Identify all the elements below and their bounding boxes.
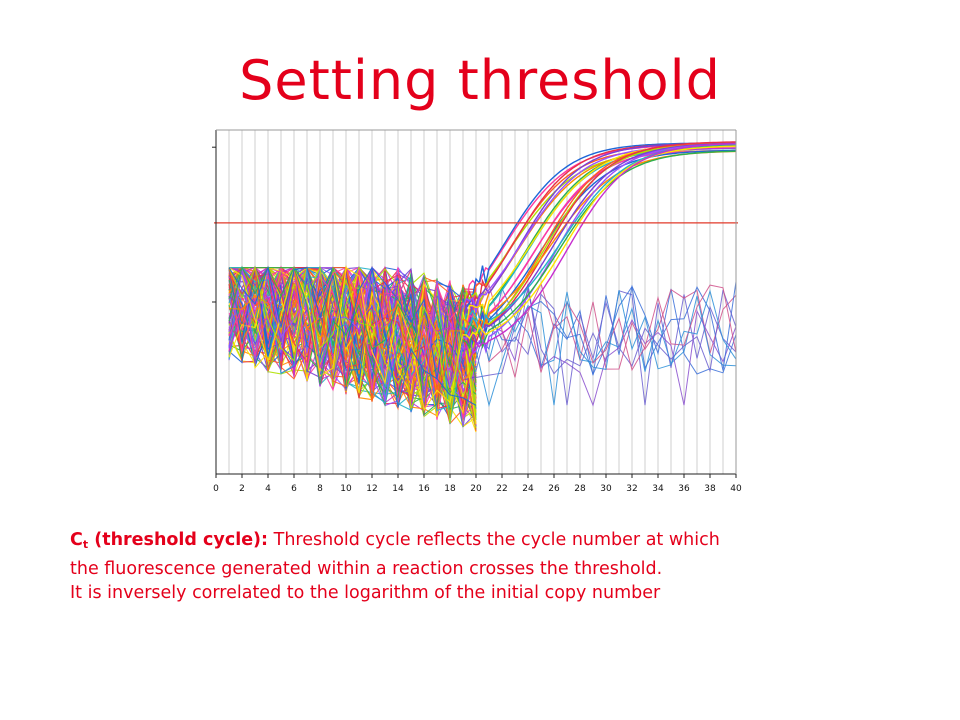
noise-curve [228, 267, 477, 401]
negative-curve [475, 288, 737, 406]
caption-term-rest: (threshold cycle): [88, 530, 269, 550]
x-tick-label: 36 [678, 484, 690, 494]
caption-line-1: Ct (threshold cycle): Threshold cycle re… [70, 528, 930, 557]
amplification-curves [462, 141, 737, 364]
noise-curve [228, 267, 477, 402]
caption-term-sub: t [82, 538, 89, 551]
x-tick-label: 12 [366, 484, 377, 494]
amplification-plot: 0 2 4 6 8 10 12 14 16 18 20 22 24 26 28 30 32 34 36 38 40 [212, 129, 742, 494]
slide-title: Setting threshold [239, 49, 721, 112]
x-tick-label: 32 [626, 484, 637, 494]
noise-curve [228, 265, 477, 424]
x-tick-label: 38 [704, 484, 716, 494]
amplification-curve [462, 147, 736, 336]
x-tick-label: 16 [418, 484, 430, 494]
x-tick-label: 22 [496, 484, 507, 494]
x-tick-label: 14 [392, 484, 404, 494]
x-tick-label: 4 [265, 484, 271, 494]
x-tick-label: 6 [291, 484, 297, 494]
caption-text-1: Threshold cycle reflects the cycle numbe… [268, 530, 720, 550]
noise-curve [228, 265, 477, 380]
x-tick-label: 10 [340, 484, 352, 494]
caption-line-3: It is inversely correlated to the logari… [70, 583, 661, 603]
amplification-curve [462, 150, 737, 330]
x-tick-label: 20 [470, 484, 482, 494]
x-tick-label: 18 [444, 484, 456, 494]
negative-curve [475, 286, 737, 407]
x-tick-label: 2 [239, 484, 245, 494]
x-tick-label: 24 [522, 484, 534, 494]
x-tick-label: 26 [548, 484, 560, 494]
caption-line-2: the fluorescence generated within a reac… [70, 559, 663, 579]
negative-curve [475, 289, 737, 406]
noise-curve [228, 265, 477, 425]
amplification-curve [462, 142, 737, 349]
amplification-curve [462, 145, 737, 340]
negative-curve [475, 283, 737, 378]
x-tick-labels: 0 2 4 6 8 10 12 14 16 18 20 22 24 26 28 30 32 34 36 38 40 [213, 474, 742, 494]
x-tick-label: 30 [600, 484, 612, 494]
x-tick-label: 8 [317, 484, 323, 494]
x-tick-label: 0 [213, 484, 219, 494]
caption-term: Ct (threshold cycle): [70, 530, 269, 551]
amplification-curve [462, 143, 737, 364]
caption: Ct (threshold cycle): Threshold cycle re… [70, 528, 930, 605]
x-tick-label: 40 [730, 484, 742, 494]
caption-term-c: C [70, 530, 83, 550]
noise-curve [228, 265, 477, 408]
x-tick-label: 28 [574, 484, 586, 494]
negative-curve [475, 281, 737, 376]
x-tick-label: 34 [652, 484, 664, 494]
negative-curve [475, 289, 737, 406]
noise-curves [228, 265, 737, 433]
noise-curve [228, 266, 477, 380]
